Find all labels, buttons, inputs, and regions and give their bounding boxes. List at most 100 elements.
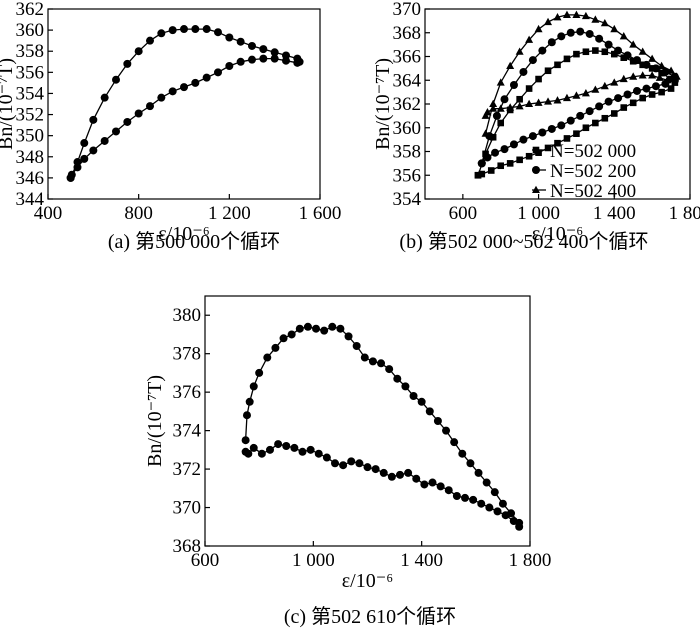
y-tick-label: 374 xyxy=(173,421,202,442)
data-point xyxy=(249,382,258,391)
data-point xyxy=(134,47,143,56)
y-tick-label: 352 xyxy=(16,105,45,126)
data-point xyxy=(566,116,575,125)
data-point xyxy=(191,25,200,34)
data-point xyxy=(601,48,609,56)
panel-caption: (b) 第502 000~502 400个循环 xyxy=(399,230,648,253)
data-point xyxy=(498,499,507,508)
data-point xyxy=(592,47,599,54)
chart-1: 400 800 1 200 1 600 344346348350352354356358… xyxy=(0,0,341,253)
chart-3: 600 1 000 1 400 1 800 368 370 372 374 376 378 380 ε… xyxy=(144,295,551,628)
data-point xyxy=(481,111,490,119)
y-tick-label: 368 xyxy=(173,536,202,557)
data-point xyxy=(581,89,590,97)
data-point xyxy=(487,167,495,174)
data-point xyxy=(236,37,245,46)
data-point xyxy=(180,83,188,92)
y-tick-label: 356 xyxy=(393,165,422,186)
data-point xyxy=(573,50,580,58)
data-point xyxy=(458,449,467,458)
data-point xyxy=(633,86,641,95)
plot-frame xyxy=(47,8,321,200)
data-point xyxy=(202,73,211,82)
data-point xyxy=(629,72,638,80)
data-point xyxy=(248,55,256,64)
data-point xyxy=(500,95,509,104)
data-point xyxy=(509,140,518,149)
data-point xyxy=(490,488,499,497)
data-point xyxy=(493,507,502,516)
x-tick-label: 1 000 xyxy=(292,550,335,571)
data-point xyxy=(610,110,618,117)
y-axis-label: Bn/(10⁻⁷T) xyxy=(144,375,166,467)
data-point xyxy=(614,94,623,103)
data-point xyxy=(572,91,581,99)
data-point xyxy=(259,45,268,54)
data-point xyxy=(89,146,98,155)
data-point xyxy=(585,107,594,116)
data-point xyxy=(385,365,394,374)
data-point xyxy=(320,326,329,335)
y-axis-label: Bn/(10⁻⁷T) xyxy=(372,58,394,150)
data-point xyxy=(610,24,619,33)
data-point xyxy=(225,62,234,70)
x-tick-label: 1 800 xyxy=(669,203,700,224)
data-point xyxy=(500,145,509,154)
series-line xyxy=(244,326,520,529)
data-point xyxy=(303,322,312,331)
data-point xyxy=(371,465,380,474)
data-point xyxy=(600,18,609,27)
data-point xyxy=(123,117,132,126)
data-point xyxy=(290,443,299,452)
data-point xyxy=(73,163,82,172)
data-point xyxy=(466,459,475,468)
y-tick-label: 380 xyxy=(173,305,202,326)
y-tick-label: 372 xyxy=(173,459,202,480)
data-point xyxy=(547,38,556,47)
data-point xyxy=(554,61,561,69)
data-point xyxy=(491,148,500,157)
data-point xyxy=(562,10,571,18)
data-point xyxy=(544,144,552,152)
data-point xyxy=(214,68,222,77)
x-tick-label: 400 xyxy=(34,203,63,224)
data-point xyxy=(506,160,514,167)
y-tick-label: 370 xyxy=(173,498,202,519)
x-axis-label: ε/10⁻⁶ xyxy=(158,223,210,245)
data-point xyxy=(444,486,453,495)
data-point xyxy=(477,499,486,508)
data-point xyxy=(563,135,571,142)
y-tick-label: 368 xyxy=(393,23,422,44)
data-point xyxy=(293,58,302,67)
data-point xyxy=(496,104,505,112)
panel-caption: (a) 第500 000个循环 xyxy=(108,230,280,253)
data-point xyxy=(248,41,256,50)
data-point xyxy=(642,60,651,69)
x-axis-label: ε/10⁻⁶ xyxy=(342,570,394,592)
data-point xyxy=(582,48,590,56)
data-point xyxy=(339,461,348,470)
data-point xyxy=(544,17,553,26)
data-point xyxy=(146,102,154,111)
data-point xyxy=(525,35,534,43)
data-point xyxy=(417,397,426,406)
data-point xyxy=(191,78,200,87)
data-point xyxy=(474,468,483,477)
data-point xyxy=(610,50,618,58)
data-point xyxy=(168,87,177,96)
data-point xyxy=(544,97,553,105)
y-tick-label: 362 xyxy=(393,94,422,115)
x-tick-label: 800 xyxy=(124,203,153,224)
data-point xyxy=(519,67,528,76)
data-point xyxy=(428,478,437,487)
data-point xyxy=(528,56,537,65)
data-point xyxy=(241,436,250,445)
plot-frame xyxy=(204,295,531,547)
y-tick-label: 358 xyxy=(393,142,422,163)
data-point xyxy=(123,59,132,68)
data-point xyxy=(485,503,494,512)
data-point xyxy=(214,28,222,37)
data-point xyxy=(576,27,585,36)
data-point xyxy=(477,159,486,168)
data-point xyxy=(525,152,533,160)
